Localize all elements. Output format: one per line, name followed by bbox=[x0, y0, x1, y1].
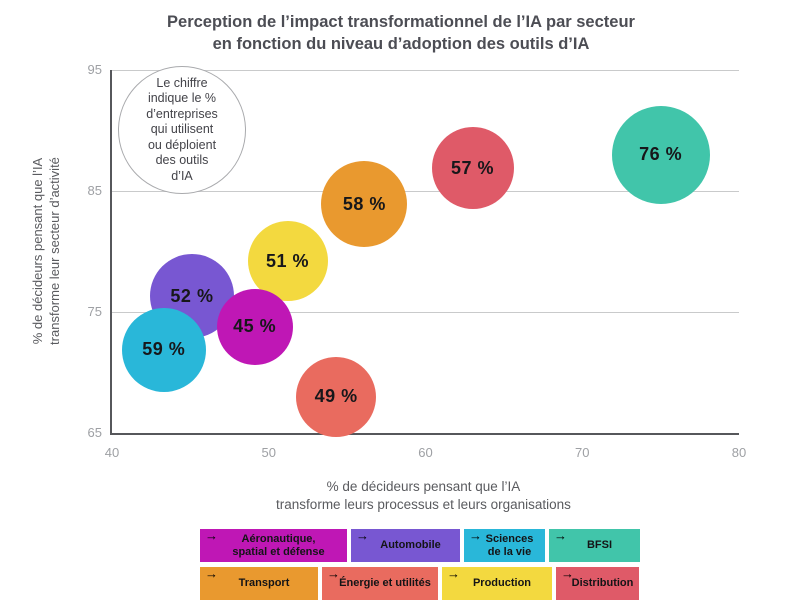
legend-item-production[interactable]: → Production bbox=[442, 567, 552, 600]
bubble-label: 52 % bbox=[170, 285, 214, 306]
arrow-icon: → bbox=[356, 528, 369, 543]
plot-area: Le chiffre indique le % d’entreprises qui u… bbox=[88, 62, 747, 460]
arrow-icon: → bbox=[205, 566, 218, 581]
bubble-label: 58 % bbox=[342, 193, 386, 214]
bubble-production[interactable]: 51 % bbox=[247, 221, 328, 302]
y-axis-title-line2: transforme leur secteur d’activité bbox=[47, 157, 62, 345]
annotation-line: d’IA bbox=[171, 168, 193, 183]
y-tick-label: 95 bbox=[87, 62, 102, 77]
x-axis-title: % de décideurs pensant que l’IA transfor… bbox=[110, 478, 737, 514]
legend-label: Sciences de la vie bbox=[485, 533, 534, 558]
legend-label: Automobile bbox=[380, 539, 441, 552]
annotation-line: des outils bbox=[155, 153, 209, 168]
legend-label: BFSI bbox=[586, 539, 613, 552]
chart-title-line2: en fonction du niveau d’adoption des out… bbox=[212, 35, 590, 53]
annotation-circle: Le chiffre indique le % d’entreprises qui u… bbox=[118, 66, 246, 194]
legend-label: Énergie et utilités bbox=[339, 577, 431, 590]
bubble-transport[interactable]: 58 % bbox=[321, 161, 408, 248]
chart-title-line1: Perception de l’impact transformationnel… bbox=[167, 13, 635, 31]
arrow-icon: → bbox=[447, 566, 460, 581]
gridline bbox=[112, 190, 739, 192]
arrow-icon: → bbox=[327, 566, 340, 581]
x-tick-label: 50 bbox=[261, 445, 276, 460]
x-tick-label: 60 bbox=[418, 445, 433, 460]
legend-item-aeronautique[interactable]: → Aéronautique, spatial et défense bbox=[200, 529, 347, 562]
legend-item-energie[interactable]: → Énergie et utilités bbox=[322, 567, 438, 600]
legend-item-sciences[interactable]: → Sciences de la vie bbox=[464, 529, 545, 562]
annotation-line: ou déploient bbox=[147, 137, 217, 152]
arrow-icon: → bbox=[561, 566, 574, 581]
annotation-line: Le chiffre bbox=[156, 75, 208, 90]
x-tick-label: 40 bbox=[104, 445, 120, 460]
legend-row: → Aéronautique, spatial et défense → Automo… bbox=[200, 529, 640, 562]
legend-label: Distribution bbox=[571, 577, 634, 590]
legend-item-automobile[interactable]: → Automobile bbox=[351, 529, 460, 562]
annotation-line: d’entreprises bbox=[146, 106, 218, 121]
y-axis-title-line1: % de décideurs pensant que l’IA bbox=[30, 157, 45, 345]
legend-item-distribution[interactable]: → Distribution bbox=[556, 567, 639, 600]
bubble-sciences[interactable]: 59 % bbox=[121, 307, 206, 392]
legend-label: Transport bbox=[238, 577, 290, 590]
arrow-icon: → bbox=[469, 528, 482, 543]
bubble-bfsi[interactable]: 76 % bbox=[611, 105, 710, 204]
y-axis-title: % de décideurs pensant que l’IA transfor… bbox=[29, 41, 63, 461]
bubble-distribution[interactable]: 57 % bbox=[431, 127, 514, 209]
x-tick-label: 70 bbox=[575, 445, 590, 460]
bubble-label: 57 % bbox=[451, 157, 495, 178]
gridline bbox=[112, 311, 739, 313]
legend-item-transport[interactable]: → Transport bbox=[200, 567, 318, 600]
gridline bbox=[112, 70, 739, 71]
x-axis-title-line2: transforme leurs processus et leurs orga… bbox=[276, 497, 571, 512]
bubble-label: 49 % bbox=[314, 386, 358, 407]
bubble-energie[interactable]: 49 % bbox=[296, 356, 377, 437]
annotation-line: indique le % bbox=[147, 91, 217, 106]
y-tick-label: 65 bbox=[87, 425, 102, 440]
legend: → Aéronautique, spatial et défense → Automo… bbox=[200, 529, 640, 605]
bubble-label: 45 % bbox=[233, 316, 277, 337]
arrow-icon: → bbox=[554, 528, 567, 543]
chart-title: Perception de l’impact transformationnel… bbox=[0, 11, 802, 55]
x-axis-title-line1: % de décideurs pensant que l’IA bbox=[326, 479, 521, 494]
bubble-label: 51 % bbox=[266, 250, 310, 271]
legend-row: → Transport → Énergie et utilités → Productio… bbox=[200, 567, 640, 600]
bubble-label: 76 % bbox=[639, 144, 683, 165]
x-tick-label: 80 bbox=[731, 445, 747, 460]
arrow-icon: → bbox=[205, 528, 218, 543]
bubble-aeronautique[interactable]: 45 % bbox=[216, 288, 293, 365]
y-tick-label: 75 bbox=[87, 304, 102, 319]
annotation-line: qui utilisent bbox=[150, 122, 214, 137]
legend-label: Aéronautique, spatial et défense bbox=[232, 533, 325, 558]
bubble-label: 59 % bbox=[142, 339, 186, 359]
legend-label: Production bbox=[472, 577, 532, 590]
legend-item-bfsi[interactable]: → BFSI bbox=[549, 529, 640, 562]
y-tick-label: 85 bbox=[87, 183, 102, 198]
